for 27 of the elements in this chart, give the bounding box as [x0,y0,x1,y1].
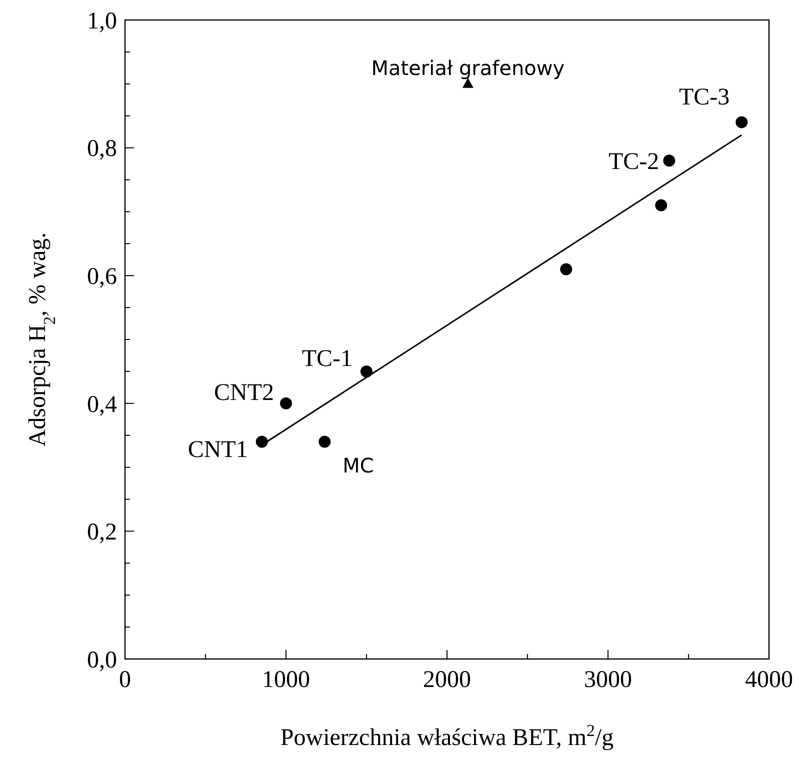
point [256,436,268,448]
point [655,199,668,212]
point [736,116,748,128]
annotation: CNT1 [188,437,248,464]
annotation: MC [342,454,374,478]
x-tick-label: 3000 [584,667,632,693]
point [280,397,292,410]
y-tick-label: 0,6 [87,264,117,290]
point [663,154,676,167]
point [560,263,572,276]
annotation: TC-3 [678,84,730,111]
point [360,365,372,378]
annotation: CNT2 [214,380,274,406]
annotation: TC-2 [608,148,660,175]
y-tick-label: 0,0 [87,647,117,674]
annotation: Materiał grafenowy [371,56,565,80]
point [318,436,331,448]
x-tick-label: 4000 [745,667,793,693]
y-tick-label: 1,0 [87,8,117,34]
y-tick-label: 0,2 [87,520,117,546]
x-tick-label: 2000 [423,667,471,693]
y-tick-label: 0,8 [87,136,117,162]
x-tick-label: 1000 [262,667,310,693]
x-tick-label: 0 [119,667,131,693]
annotation: TC-1 [302,346,352,372]
y-tick-label: 0,4 [87,392,117,418]
x-axis-title: Powierzchnia właściwa BET, m$^{2}$/g [280,720,614,751]
